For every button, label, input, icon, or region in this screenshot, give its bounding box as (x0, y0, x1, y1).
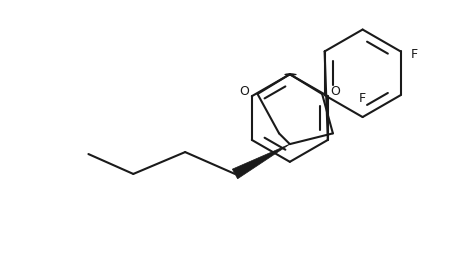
Text: F: F (411, 48, 418, 61)
Text: O: O (330, 84, 340, 98)
Polygon shape (232, 144, 290, 179)
Text: O: O (240, 84, 249, 98)
Text: F: F (359, 92, 366, 105)
